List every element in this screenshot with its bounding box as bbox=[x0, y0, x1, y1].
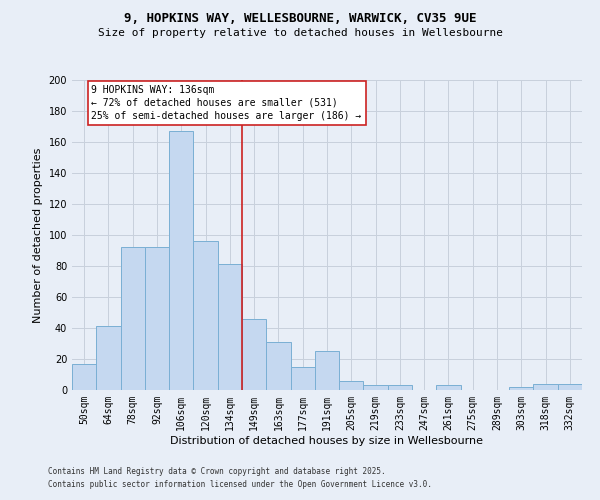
X-axis label: Distribution of detached houses by size in Wellesbourne: Distribution of detached houses by size … bbox=[170, 436, 484, 446]
Bar bbox=[290, 367, 315, 390]
Text: Contains public sector information licensed under the Open Government Licence v3: Contains public sector information licen… bbox=[48, 480, 432, 489]
Bar bbox=[558, 384, 582, 390]
Bar bbox=[364, 386, 388, 390]
Bar bbox=[169, 131, 193, 390]
Bar bbox=[121, 248, 145, 390]
Bar bbox=[436, 386, 461, 390]
Bar bbox=[96, 326, 121, 390]
Bar bbox=[266, 342, 290, 390]
Bar bbox=[145, 248, 169, 390]
Bar bbox=[72, 364, 96, 390]
Bar bbox=[218, 264, 242, 390]
Text: 9, HOPKINS WAY, WELLESBOURNE, WARWICK, CV35 9UE: 9, HOPKINS WAY, WELLESBOURNE, WARWICK, C… bbox=[124, 12, 476, 26]
Bar bbox=[388, 386, 412, 390]
Bar bbox=[339, 380, 364, 390]
Text: Contains HM Land Registry data © Crown copyright and database right 2025.: Contains HM Land Registry data © Crown c… bbox=[48, 467, 386, 476]
Y-axis label: Number of detached properties: Number of detached properties bbox=[33, 148, 43, 322]
Bar bbox=[193, 241, 218, 390]
Bar bbox=[533, 384, 558, 390]
Text: Size of property relative to detached houses in Wellesbourne: Size of property relative to detached ho… bbox=[97, 28, 503, 38]
Bar bbox=[242, 318, 266, 390]
Bar bbox=[509, 387, 533, 390]
Bar bbox=[315, 351, 339, 390]
Text: 9 HOPKINS WAY: 136sqm
← 72% of detached houses are smaller (531)
25% of semi-det: 9 HOPKINS WAY: 136sqm ← 72% of detached … bbox=[91, 84, 362, 121]
